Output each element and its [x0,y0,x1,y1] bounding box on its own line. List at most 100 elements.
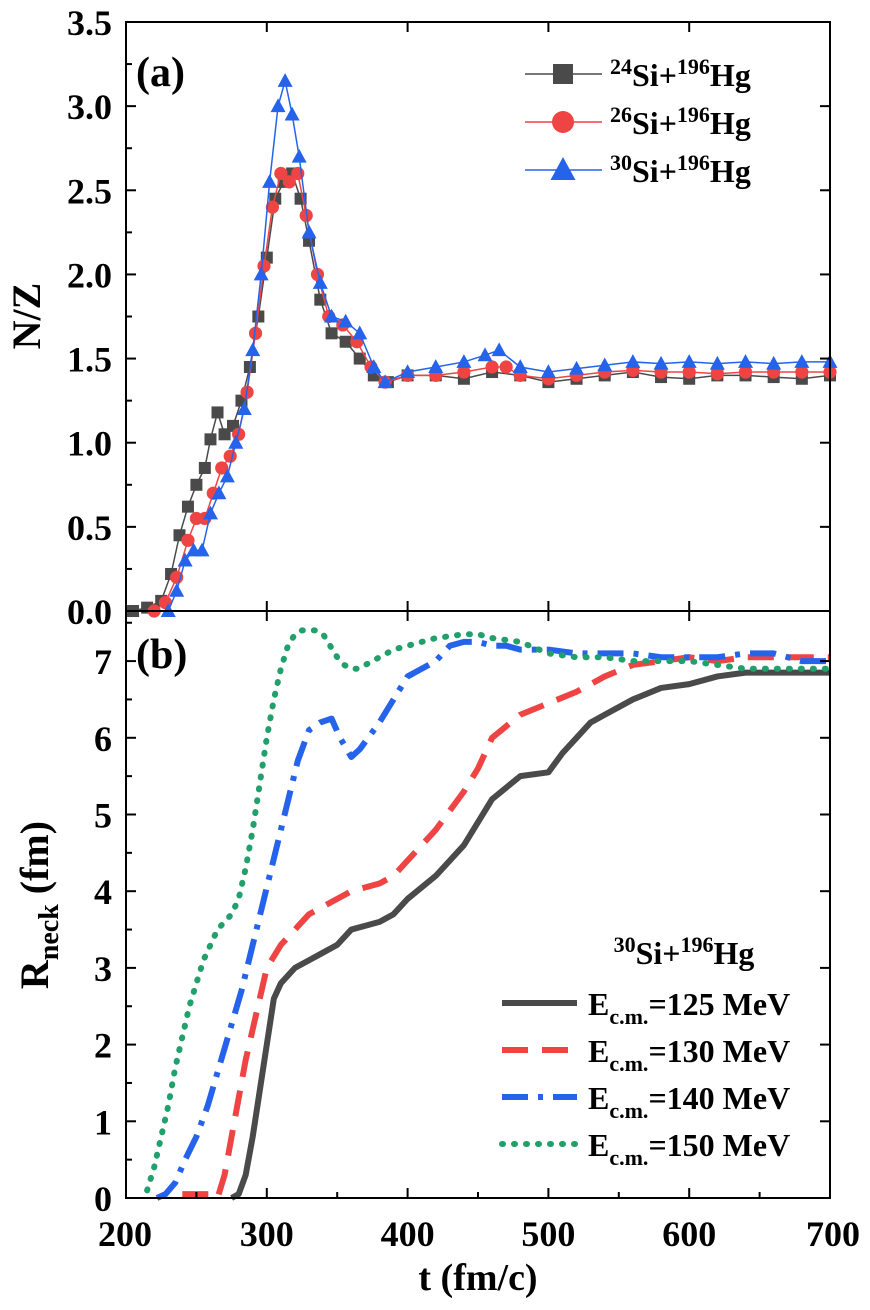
legend-marker [553,64,573,84]
panel-b-y-tick-label: 5 [94,795,112,835]
data-point [428,359,444,373]
legend-marker [550,157,576,180]
data-point [181,533,195,547]
data-point [597,357,613,372]
series-line [153,171,830,612]
panel-b-y-tick-label: 0 [94,1179,112,1219]
data-point [236,401,252,416]
data-point [366,359,382,373]
panel-a-y-ticks: 0.0 0.5 1.0 1.5 2.0 2.5 3.0 3.5 [67,3,831,632]
panel-b-y-tick-label: 1 [94,1102,112,1142]
data-point [738,354,754,368]
data-point [338,313,354,328]
legend-entry: Ec.m.=150 MeV [499,1127,790,1170]
data-point [282,175,296,189]
series-dotted-line [144,627,833,1194]
data-point [499,360,513,374]
panel-a-y-tick-label: 0.5 [67,508,112,548]
data-point [352,325,368,340]
data-point [477,347,493,362]
legend-label: Ec.m.=125 MeV [588,986,790,1029]
data-point [253,266,269,281]
x-tick-label: 200 [98,1214,152,1254]
panel-b-ticks: 0 1 2 3 4 5 6 7 200 300 400 500 600 700 [94,611,860,1254]
legend-marker [552,111,574,133]
x-tick-label: 700 [806,1214,860,1254]
data-point [653,355,669,370]
data-point [377,374,393,389]
data-point [181,500,194,513]
data-point [485,360,499,374]
legend-label: 30Si+196Hg [610,150,751,189]
legend-label: 24Si+196Hg [610,54,751,93]
data-point [277,73,293,87]
data-point [681,354,697,368]
panel-b: 0 1 2 3 4 5 6 7 200 300 400 500 600 700 (b) Rneck (fm… [12,610,860,1299]
x-axis-label: t (fm/c) [418,1257,537,1299]
data-point [312,275,328,289]
panel-b-y-tick-label: 6 [94,719,112,759]
panel-a-y-tick-label: 3.0 [67,87,112,127]
data-point [194,542,210,557]
series-line [132,172,831,612]
panel-a: 0.0 0.5 1.0 1.5 2.0 2.5 3.0 3.5 (a) N/Z 24Si+19… [4,3,838,632]
legend-label: Ec.m.=150 MeV [588,1127,790,1170]
data-point [766,355,782,370]
data-point [228,434,244,449]
x-tick-label: 300 [240,1214,294,1254]
legend-entry: Ec.m.=125 MeV [502,986,790,1029]
data-point [324,308,340,323]
data-point [198,461,211,474]
x-tick-label: 500 [521,1214,575,1254]
data-point [262,174,278,188]
x-tick-label: 600 [662,1214,716,1254]
panel-b-y-tick-label: 7 [94,642,112,682]
series-solid-line [230,669,830,1201]
panel-b-y-axis-label: Rneck (fm) [12,821,65,989]
data-point [540,364,556,379]
data-point [223,449,237,463]
legend-entry: Ec.m.=140 MeV [502,1080,790,1123]
data-point [211,406,224,419]
data-point [301,224,317,239]
legend-entry: 26Si+196Hg [525,102,751,141]
legend-title: 30Si+196Hg [614,932,755,971]
data-point [265,200,280,214]
data-point [625,354,641,368]
legend-entry: 30Si+196Hg [525,150,751,189]
data-point [353,352,366,365]
data-point [400,364,416,379]
data-point [219,468,235,483]
data-point [202,505,218,520]
data-point [710,367,724,381]
data-point [190,478,203,491]
legend-label: Ec.m.=140 MeV [588,1080,790,1123]
legend-entry: Ec.m.=130 MeV [502,1033,790,1076]
panel-a-y-tick-label: 0.0 [67,592,112,632]
series-a-triangle [160,73,838,617]
data-point [284,106,300,121]
legend-label: 26Si+196Hg [610,102,751,141]
data-point [794,354,810,368]
data-point [177,552,193,567]
data-point [339,335,352,348]
legend-entry: 24Si+196Hg [525,54,751,93]
series-a-square [127,167,836,617]
data-point [456,354,472,368]
panel-b-y-tick-label: 4 [94,872,112,912]
data-point [245,342,261,357]
series-a-circle [147,166,837,618]
data-point [291,148,307,163]
panel-a-y-tick-label: 1.5 [67,340,112,380]
panel-b-y-tick-label: 2 [94,1026,112,1066]
data-point [709,355,725,370]
data-point [682,365,696,379]
panel-a-y-tick-label: 2.5 [67,171,112,211]
data-point [215,461,229,475]
data-point [738,365,753,379]
data-point [457,365,471,379]
x-tick-label: 400 [381,1214,435,1254]
data-point [169,583,185,597]
